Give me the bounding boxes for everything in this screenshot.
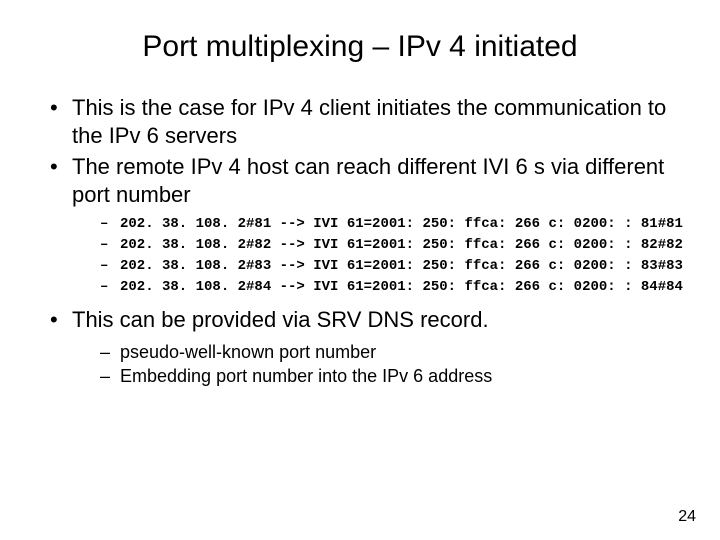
slide: Port multiplexing – IPv 4 initiated This… xyxy=(0,0,720,540)
mapping-text: 202. 38. 108. 2#81 --> IVI 61=2001: 250:… xyxy=(120,216,683,232)
mapping-item: 202. 38. 108. 2#83 --> IVI 61=2001: 250:… xyxy=(100,256,680,277)
bullet-list: This is the case for IPv 4 client initia… xyxy=(40,94,680,388)
mapping-item: 202. 38. 108. 2#82 --> IVI 61=2001: 250:… xyxy=(100,235,680,256)
mapping-item: 202. 38. 108. 2#81 --> IVI 61=2001: 250:… xyxy=(100,214,680,235)
bullet-text: This can be provided via SRV DNS record. xyxy=(72,307,489,332)
page-number: 24 xyxy=(678,508,696,526)
bullet-item: This can be provided via SRV DNS record.… xyxy=(50,306,680,388)
sub-item: pseudo-well-known port number xyxy=(100,340,680,364)
sub-list: pseudo-well-known port number Embedding … xyxy=(72,340,680,389)
mapping-text: 202. 38. 108. 2#84 --> IVI 61=2001: 250:… xyxy=(120,279,683,295)
bullet-text: The remote IPv 4 host can reach differen… xyxy=(72,154,664,207)
slide-title: Port multiplexing – IPv 4 initiated xyxy=(40,30,680,64)
mapping-list: 202. 38. 108. 2#81 --> IVI 61=2001: 250:… xyxy=(72,214,680,298)
sub-text: Embedding port number into the IPv 6 add… xyxy=(120,366,492,386)
sub-item: Embedding port number into the IPv 6 add… xyxy=(100,364,680,388)
mapping-item: 202. 38. 108. 2#84 --> IVI 61=2001: 250:… xyxy=(100,277,680,298)
sub-text: pseudo-well-known port number xyxy=(120,342,376,362)
bullet-item: The remote IPv 4 host can reach differen… xyxy=(50,153,680,298)
mapping-text: 202. 38. 108. 2#82 --> IVI 61=2001: 250:… xyxy=(120,237,683,253)
bullet-item: This is the case for IPv 4 client initia… xyxy=(50,94,680,149)
mapping-text: 202. 38. 108. 2#83 --> IVI 61=2001: 250:… xyxy=(120,258,683,274)
bullet-text: This is the case for IPv 4 client initia… xyxy=(72,95,666,148)
